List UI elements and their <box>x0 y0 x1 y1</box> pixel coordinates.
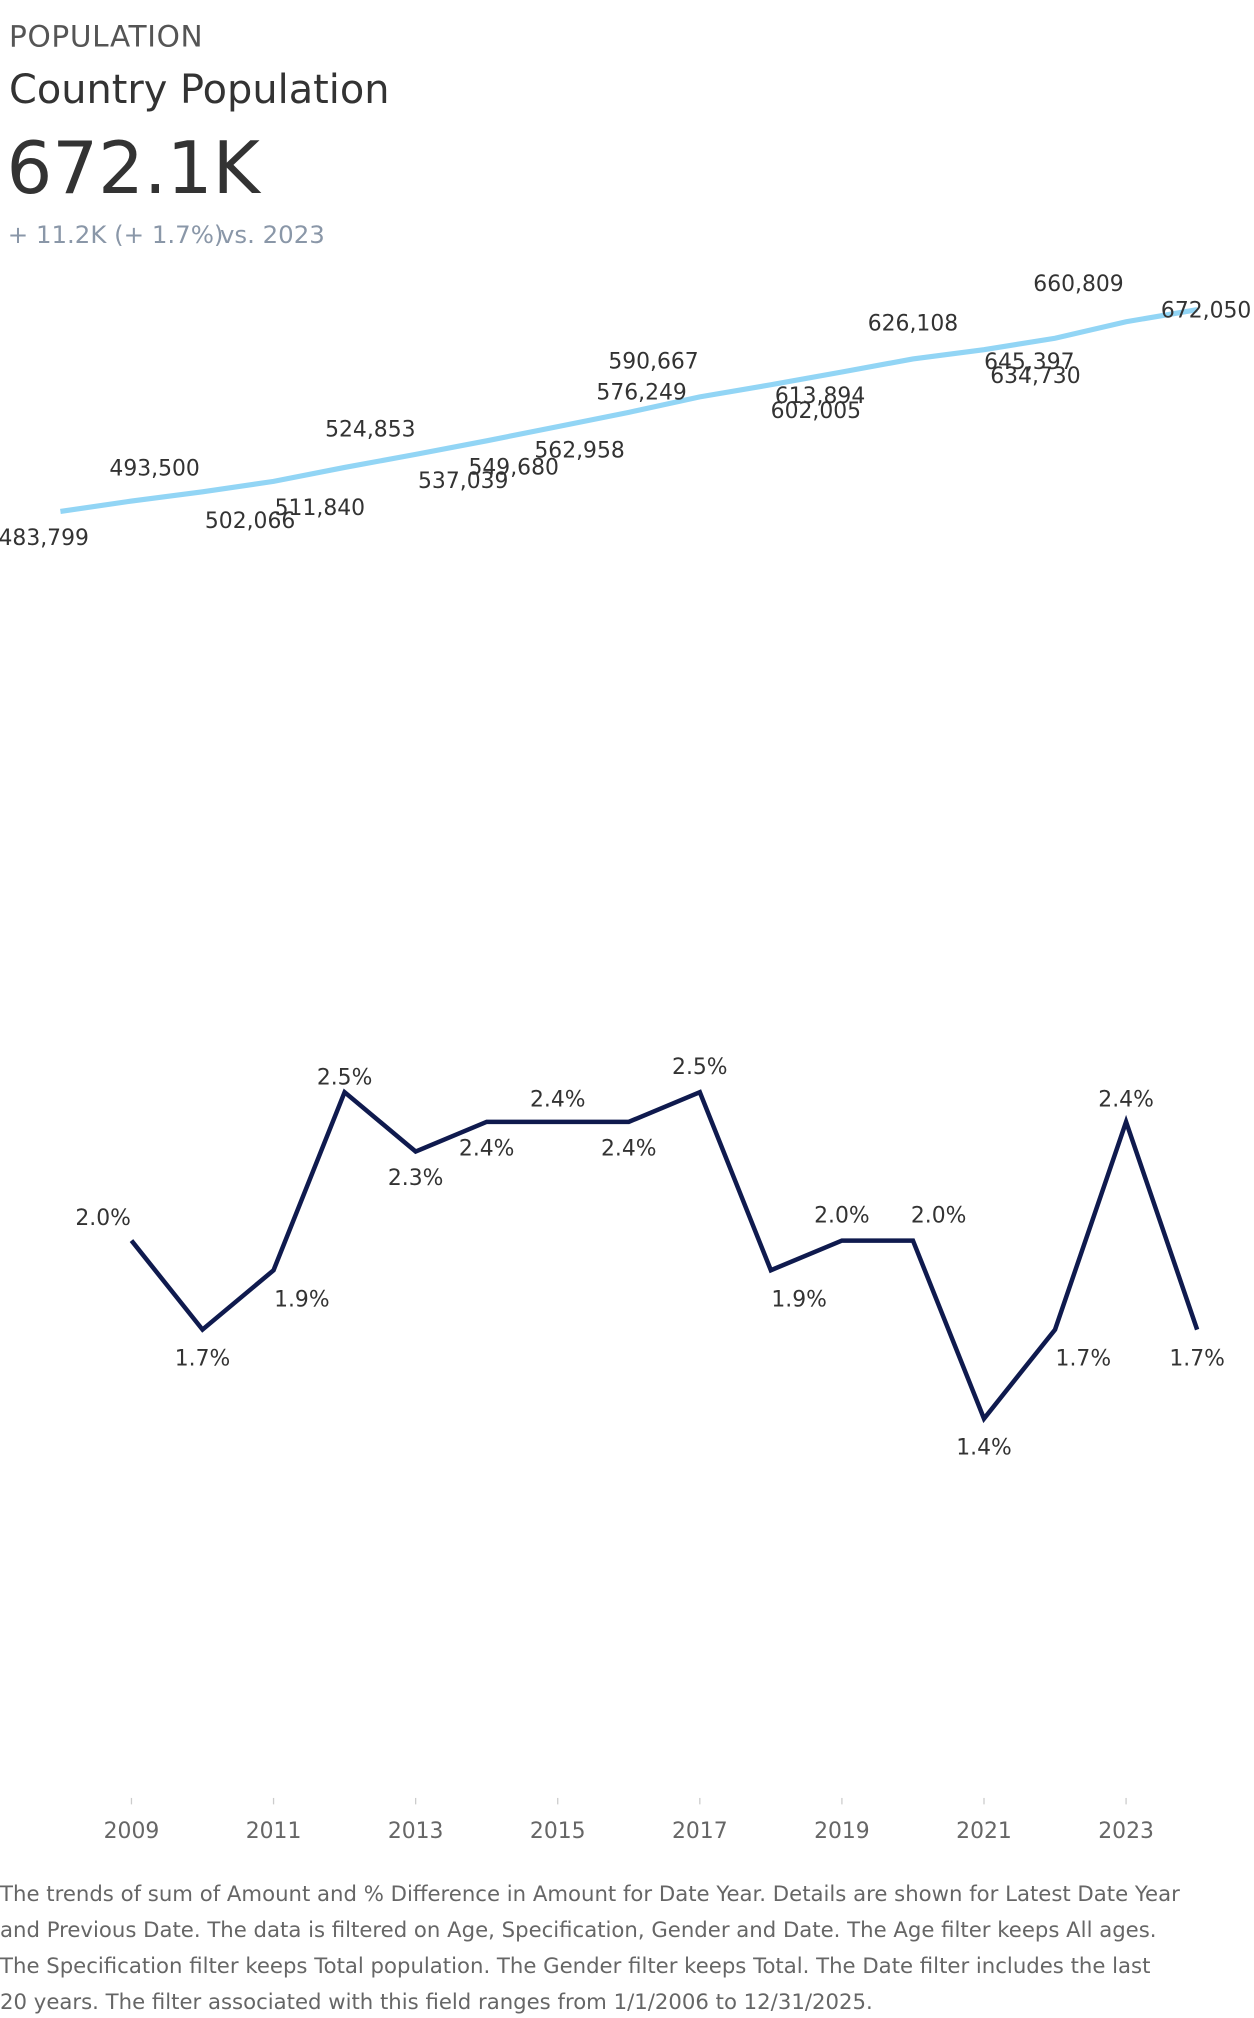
data-label: 562,958 <box>534 438 624 463</box>
data-label: 2.5% <box>317 1065 373 1090</box>
data-label: 524,853 <box>325 418 415 443</box>
data-label: 1.7% <box>1169 1347 1225 1372</box>
data-label: 2.4% <box>601 1136 657 1161</box>
data-label: 645,397 <box>984 350 1074 375</box>
data-label: 2.0% <box>911 1204 967 1229</box>
line <box>129 1088 1200 1424</box>
x-tick-label: 2021 <box>956 1819 1012 1844</box>
data-label: 493,500 <box>109 456 199 481</box>
data-label: 626,108 <box>868 312 958 337</box>
x-tick-label: 2019 <box>814 1819 870 1844</box>
data-label: 590,667 <box>608 350 698 375</box>
kicker: POPULATION <box>9 19 203 53</box>
data-label: 511,840 <box>275 496 365 521</box>
data-label: 2.0% <box>814 1204 870 1229</box>
data-label: 1.9% <box>771 1287 827 1312</box>
data-label: 1.7% <box>1056 1347 1112 1372</box>
data-label: 2.4% <box>530 1087 586 1112</box>
data-label: 602,005 <box>771 399 861 424</box>
x-tick-label: 2013 <box>388 1819 444 1844</box>
kpi: 672.1K <box>6 126 261 210</box>
footnote: The Specification filter keeps Total pop… <box>0 1954 1150 1979</box>
line <box>60 307 1198 514</box>
data-label: 672,050 <box>1161 298 1251 323</box>
data-label: 2.5% <box>672 1055 728 1080</box>
x-tick-label: 2011 <box>246 1819 302 1844</box>
data-label: 2.4% <box>459 1136 515 1161</box>
data-label: 537,039 <box>418 469 508 494</box>
x-tick-label: 2009 <box>104 1819 160 1844</box>
data-label: 634,730 <box>990 364 1080 389</box>
data-label: 1.9% <box>274 1287 330 1312</box>
data-label: 483,799 <box>0 526 89 551</box>
footnote: 20 years. The filter associated with thi… <box>0 1990 873 2014</box>
x-tick-label: 2017 <box>672 1819 728 1844</box>
comparison: vs. 2023 <box>220 220 325 249</box>
change: + 11.2K (+ 1.7%) <box>8 220 224 249</box>
data-label: 2.4% <box>1098 1087 1154 1112</box>
data-label: 2.3% <box>388 1166 444 1191</box>
footnote: and Previous Date. The data is filtered … <box>0 1918 1157 1943</box>
data-label: 576,249 <box>596 380 686 405</box>
data-label: 1.7% <box>175 1347 231 1372</box>
footnote: The trends of sum of Amount and % Differ… <box>0 1882 1180 1907</box>
data-label: 660,809 <box>1033 272 1123 297</box>
data-label: 549,680 <box>468 455 558 480</box>
title: Country Population <box>9 67 389 113</box>
x-tick-label: 2015 <box>530 1819 586 1844</box>
data-label: 613,894 <box>775 384 865 409</box>
x-tick-label: 2023 <box>1098 1819 1154 1844</box>
data-label: 2.0% <box>75 1206 131 1231</box>
data-label: 1.4% <box>956 1436 1012 1461</box>
data-label: 502,066 <box>205 509 295 534</box>
